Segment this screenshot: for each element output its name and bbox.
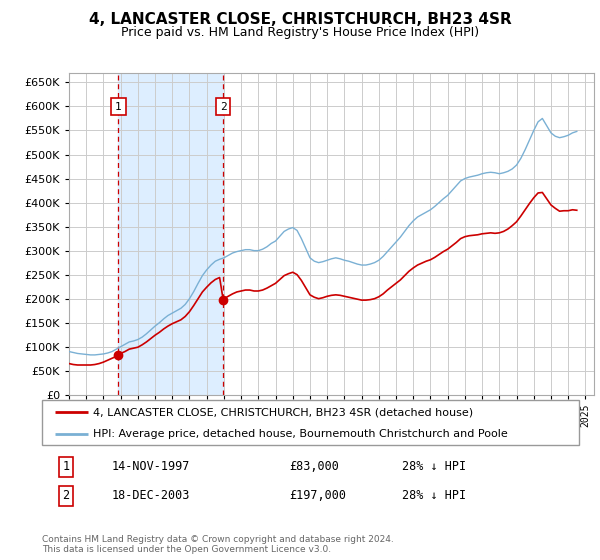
Text: £83,000: £83,000 xyxy=(289,460,339,473)
Bar xyxy=(118,73,223,395)
FancyBboxPatch shape xyxy=(42,400,579,445)
Text: 2: 2 xyxy=(220,101,227,111)
Text: 18-DEC-2003: 18-DEC-2003 xyxy=(112,489,190,502)
Text: £197,000: £197,000 xyxy=(289,489,346,502)
Text: 4, LANCASTER CLOSE, CHRISTCHURCH, BH23 4SR: 4, LANCASTER CLOSE, CHRISTCHURCH, BH23 4… xyxy=(89,12,511,27)
Text: Price paid vs. HM Land Registry's House Price Index (HPI): Price paid vs. HM Land Registry's House … xyxy=(121,26,479,39)
Text: HPI: Average price, detached house, Bournemouth Christchurch and Poole: HPI: Average price, detached house, Bour… xyxy=(93,430,508,440)
Text: Contains HM Land Registry data © Crown copyright and database right 2024.
This d: Contains HM Land Registry data © Crown c… xyxy=(42,535,394,554)
Text: 28% ↓ HPI: 28% ↓ HPI xyxy=(402,460,466,473)
Text: 14-NOV-1997: 14-NOV-1997 xyxy=(112,460,190,473)
Text: 1: 1 xyxy=(62,460,70,473)
Text: 2: 2 xyxy=(62,489,70,502)
Text: 4, LANCASTER CLOSE, CHRISTCHURCH, BH23 4SR (detached house): 4, LANCASTER CLOSE, CHRISTCHURCH, BH23 4… xyxy=(93,408,473,418)
Text: 1: 1 xyxy=(115,101,122,111)
Text: 28% ↓ HPI: 28% ↓ HPI xyxy=(402,489,466,502)
